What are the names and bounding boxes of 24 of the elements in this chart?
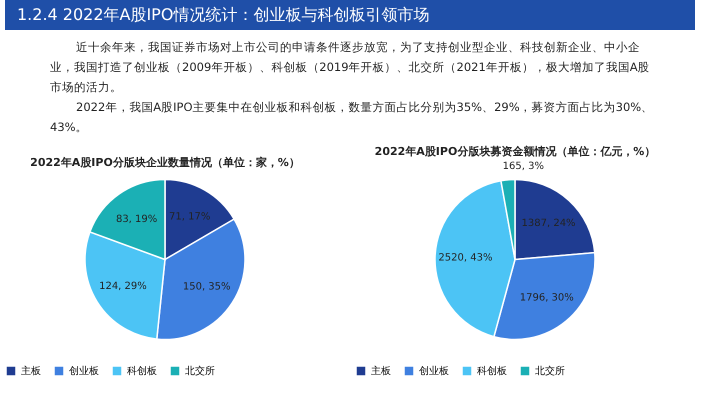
data-label: 1387, 24% [522,218,576,229]
legend-label: 北交所 [185,365,215,377]
text: 2022年，我国A股IPO主要集中在创业板和科创板，数量方面占比分别为35%、29%，募资方面占比为30%、 [76,100,654,114]
data-label: 150, 35% [182,281,231,292]
text: 业，我国打造了创业板（2009年开板）、科创板（2019年开板）、北交所（2021年开板），极大增加了我国A股 [50,60,650,74]
legend-label: 北交所 [535,365,565,377]
legend-label: 创业板 [419,365,449,377]
data-label: 1796, 30% [520,292,574,304]
text: 市场的活力。 [50,80,122,94]
data-label: 2520, 43% [438,252,492,264]
legend-label: 主板 [371,365,391,377]
data-label: 71, 17% [169,211,210,222]
legend-label: 科创板 [127,365,157,377]
text: 1.2.4 2022年A股IPO情况统计：创业板与科创板引领市场 [17,5,430,24]
data-label: 165, 3% [502,160,544,172]
text: 近十余年来，我国证券市场对上市公司的申请条件逐步放宽，为了支持创业型企业、科技创新企业、中小企 [76,40,640,54]
data-label: 124, 29% [99,280,147,292]
legend-label: 创业板 [69,365,99,377]
data-label: 83, 19% [116,214,158,225]
legend-label: 科创板 [477,365,507,377]
chart-title: 2022年A股IPO分版块企业数量情况（单位：家，%） [30,156,300,169]
legend-label: 主板 [21,365,41,377]
text: 43%。 [50,120,88,134]
chart-title: 2022年A股IPO分版块募资金额情况（单位：亿元，%） [374,144,656,158]
